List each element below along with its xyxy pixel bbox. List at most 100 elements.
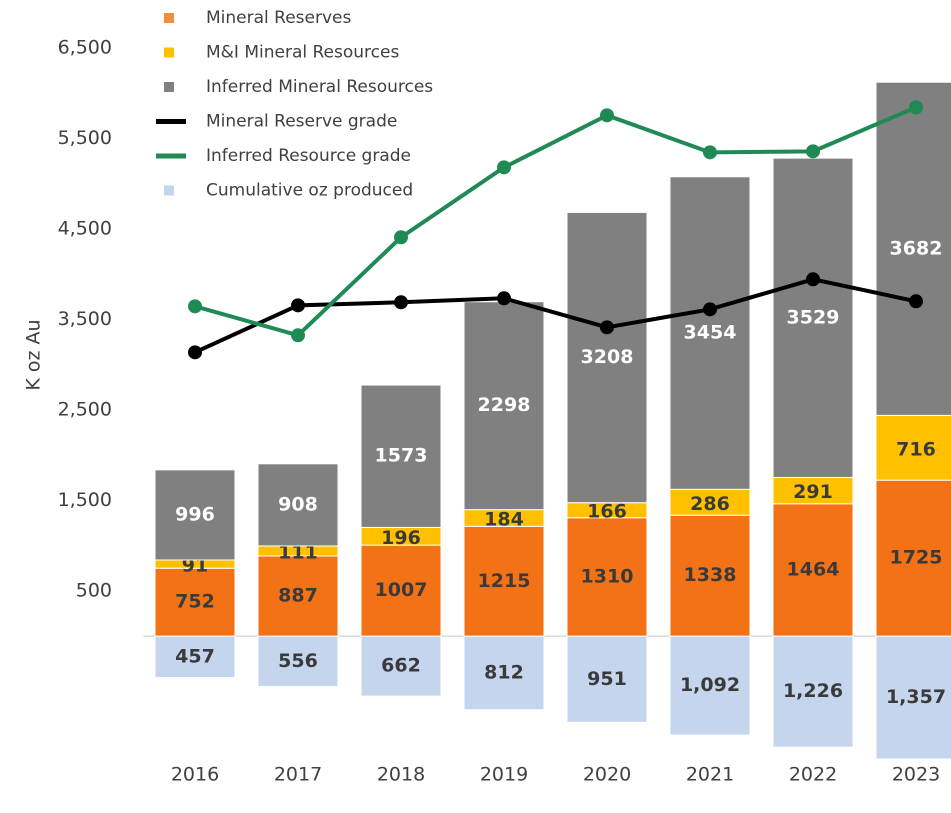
y-tick-label: 3,500 bbox=[58, 308, 112, 330]
data-label: 3682 bbox=[890, 237, 943, 259]
data-label: 996 bbox=[175, 503, 215, 525]
data-label: 556 bbox=[278, 650, 318, 672]
data-label: 1310 bbox=[581, 565, 634, 587]
bar-segment bbox=[875, 414, 951, 481]
data-label: 1,226 bbox=[783, 680, 843, 702]
bar-segment bbox=[566, 211, 648, 504]
x-tick-label: 2021 bbox=[686, 764, 734, 786]
data-label: 908 bbox=[278, 493, 318, 515]
legend-marker bbox=[164, 185, 174, 196]
data-label: 1,357 bbox=[886, 686, 946, 708]
data-label: 1573 bbox=[375, 445, 428, 467]
data-label: 1725 bbox=[890, 547, 943, 569]
legend-label: Inferred Resource grade bbox=[206, 146, 411, 166]
data-label: 1338 bbox=[684, 564, 737, 586]
line-point bbox=[600, 108, 614, 123]
data-label: 291 bbox=[793, 481, 833, 503]
x-tick-label: 2023 bbox=[892, 764, 940, 786]
bar-segment bbox=[154, 469, 236, 561]
line-point bbox=[806, 144, 820, 159]
line-point bbox=[497, 160, 511, 175]
data-label: 951 bbox=[587, 668, 627, 690]
legend-marker bbox=[164, 47, 174, 58]
bar-segment bbox=[463, 635, 545, 711]
bar-segment bbox=[772, 157, 854, 478]
bar-segment bbox=[772, 635, 854, 748]
data-label: 1,092 bbox=[680, 674, 740, 696]
data-label: 184 bbox=[484, 509, 524, 531]
bar-segment bbox=[772, 476, 854, 505]
bar-segment bbox=[669, 176, 751, 490]
bar-segment bbox=[360, 384, 442, 528]
bar-segment bbox=[875, 81, 951, 416]
line-point bbox=[806, 272, 820, 287]
data-label: 2298 bbox=[478, 394, 531, 416]
bar-segment bbox=[875, 479, 951, 637]
x-tick-label: 2016 bbox=[171, 764, 219, 786]
line-point bbox=[394, 295, 408, 310]
line-point bbox=[497, 291, 511, 306]
legend-label: Mineral Reserves bbox=[206, 8, 351, 28]
bar-segment bbox=[566, 517, 648, 637]
line-point bbox=[188, 299, 202, 314]
bar-segment bbox=[360, 635, 442, 697]
legend-marker bbox=[156, 119, 186, 124]
line-point bbox=[291, 298, 305, 313]
line-point bbox=[394, 230, 408, 245]
y-tick-label: 5,500 bbox=[58, 127, 112, 149]
data-label: 887 bbox=[278, 585, 318, 607]
line bbox=[194, 105, 917, 338]
legend-marker bbox=[164, 13, 174, 23]
y-axis-label: K oz Au bbox=[23, 319, 45, 390]
data-label: 166 bbox=[587, 501, 627, 523]
data-label: 3208 bbox=[581, 346, 634, 368]
legend-label: Cumulative oz produced bbox=[206, 181, 413, 201]
legend-label: M&I Mineral Resources bbox=[206, 43, 399, 63]
x-tick-label: 2020 bbox=[583, 764, 631, 786]
line-point bbox=[909, 100, 923, 115]
legend-label: Inferred Mineral Resources bbox=[206, 77, 433, 97]
bar-segment bbox=[772, 503, 854, 637]
legend-marker bbox=[156, 153, 186, 159]
data-label: 196 bbox=[381, 527, 421, 549]
y-tick-label: 1,500 bbox=[58, 489, 112, 511]
legend-label: Mineral Reserve grade bbox=[206, 112, 397, 132]
legend-marker bbox=[164, 82, 174, 92]
data-label: 1464 bbox=[787, 559, 840, 581]
data-label: 752 bbox=[175, 591, 215, 613]
bar-segment bbox=[669, 514, 751, 637]
x-tick-label: 2017 bbox=[274, 764, 322, 786]
line-point bbox=[703, 302, 717, 317]
bar-segment bbox=[463, 301, 545, 511]
data-label: 457 bbox=[175, 645, 215, 667]
bar-segment bbox=[257, 463, 339, 547]
data-label: 286 bbox=[690, 493, 730, 515]
y-tick-label: 500 bbox=[76, 580, 112, 602]
bar-segment bbox=[875, 635, 951, 760]
x-tick-label: 2018 bbox=[377, 764, 425, 786]
data-label: 812 bbox=[484, 662, 524, 684]
data-label: 3529 bbox=[787, 306, 840, 328]
x-tick-label: 2019 bbox=[480, 764, 528, 786]
y-tick-label: 4,500 bbox=[58, 218, 112, 240]
bar-segment bbox=[566, 635, 648, 723]
y-tick-label: 6,500 bbox=[58, 37, 112, 59]
data-label: 111 bbox=[278, 541, 318, 563]
bar-segment bbox=[669, 488, 751, 516]
data-label: 1007 bbox=[375, 579, 428, 601]
line-point bbox=[703, 145, 717, 160]
line-point bbox=[291, 328, 305, 343]
data-label: 662 bbox=[381, 655, 421, 677]
data-label: 1215 bbox=[478, 570, 531, 592]
bar-segment bbox=[257, 635, 339, 688]
data-label: 3454 bbox=[684, 322, 737, 344]
line bbox=[194, 277, 917, 355]
bar-segment bbox=[154, 635, 236, 679]
line-point bbox=[600, 320, 614, 335]
line-point bbox=[188, 345, 202, 360]
data-label: 716 bbox=[896, 438, 936, 460]
y-tick-label: 2,500 bbox=[58, 399, 112, 421]
bar-segment bbox=[463, 525, 545, 637]
